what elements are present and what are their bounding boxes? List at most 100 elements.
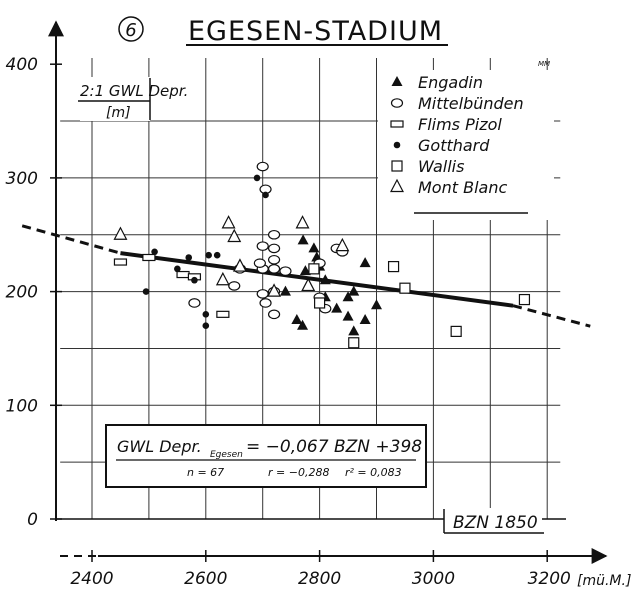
- point-gotthard: [202, 322, 210, 330]
- point-flims-pizol: [113, 258, 128, 266]
- point-engadin: [279, 285, 291, 296]
- svg-text:BZN 1850: BZN 1850: [453, 513, 538, 533]
- point-engadin: [371, 299, 382, 310]
- x-tick-label: 2600: [184, 569, 227, 589]
- point-mont-blanc: [215, 271, 230, 286]
- point-mont-blanc: [221, 215, 236, 229]
- point-gotthard: [253, 174, 261, 182]
- point-engadin: [359, 257, 371, 268]
- regression-dashed-left: [21, 224, 121, 255]
- point-gotthard: [191, 276, 198, 284]
- point-wallis: [348, 337, 360, 349]
- x-axis-unit: [mü.M.]: [577, 573, 631, 589]
- corner-mark: MM: [538, 60, 550, 68]
- point-wallis: [399, 282, 411, 294]
- point-gotthard: [262, 191, 269, 199]
- point-gotthard: [174, 265, 181, 273]
- tick-labels: 0 100 200 300 400 2400 2600 2800 3000 3200: [6, 55, 571, 589]
- point-mont-blanc: [295, 215, 310, 229]
- point-mittelb-nden: [267, 229, 281, 240]
- point-engadin: [308, 242, 320, 253]
- regression-dashed-right: [512, 304, 591, 328]
- y-tick-label: 300: [6, 169, 38, 189]
- point-flims-pizol: [142, 253, 156, 262]
- svg-text:6: 6: [125, 20, 136, 41]
- point-engadin: [348, 285, 360, 296]
- equation-lhs: GWL Depr.: [117, 437, 202, 456]
- legend-label-wallis: Wallis: [418, 157, 464, 176]
- point-engadin: [297, 319, 309, 330]
- point-engadin: [342, 291, 354, 302]
- legend-label-gotthard: Gotthard: [418, 136, 490, 155]
- svg-text:[m]: [m]: [106, 105, 131, 121]
- point-mittelb-nden: [279, 266, 292, 276]
- point-gotthard: [142, 288, 150, 295]
- point-mittelb-nden: [256, 161, 269, 172]
- y-tick-label: 200: [6, 283, 38, 303]
- point-gotthard: [213, 251, 221, 259]
- point-mittelb-nden: [256, 289, 269, 299]
- point-mont-blanc: [335, 237, 350, 252]
- point-engadin: [348, 325, 360, 336]
- y-tick-label: 100: [6, 396, 38, 416]
- point-flims-pizol: [176, 270, 190, 279]
- point-mont-blanc: [113, 226, 128, 240]
- point-mittelb-nden: [267, 309, 281, 320]
- x-axis-label: BZN 1850: [443, 508, 544, 534]
- y-tick-label: 400: [6, 55, 38, 75]
- x-tick-label: 2400: [70, 569, 113, 589]
- svg-text:2:1 GWL Depr.: 2:1 GWL Depr.: [80, 82, 188, 100]
- legend-marker-mittelb-nden: [390, 98, 404, 108]
- point-gotthard: [185, 254, 193, 261]
- point-mont-blanc: [227, 228, 242, 243]
- point-engadin: [359, 314, 371, 325]
- equation-r: r = −0,288: [268, 466, 329, 479]
- point-gotthard: [151, 248, 158, 256]
- x-tick-label: 3000: [412, 569, 455, 589]
- regression-solid: [120, 251, 514, 308]
- chart-title: EGESEN-STADIUM: [188, 16, 443, 47]
- point-engadin: [342, 310, 354, 321]
- point-wallis: [387, 260, 400, 273]
- point-mittelb-nden: [259, 298, 272, 308]
- point-engadin: [291, 314, 303, 325]
- point-wallis: [314, 297, 326, 309]
- legend-marker-gotthard: [393, 141, 401, 149]
- x-tick-label: 3200: [528, 569, 571, 589]
- point-mont-blanc: [232, 258, 247, 272]
- point-mittelb-nden: [228, 281, 241, 291]
- point-engadin: [297, 234, 309, 245]
- point-mittelb-nden: [188, 298, 201, 308]
- point-mont-blanc: [267, 283, 282, 297]
- legend-marker-engadin: [391, 76, 403, 86]
- panel-number: 6: [118, 16, 144, 42]
- y-axis-label: 2:1 GWL Depr. [m]: [78, 77, 188, 121]
- x-tick-label: 2800: [298, 569, 341, 589]
- legend-label-engadin: Engadin: [418, 73, 483, 92]
- legend-marker-flims-pizol: [390, 120, 404, 128]
- point-mittelb-nden: [267, 264, 281, 274]
- equation-box: GWL Depr. Egesen = −0,067 BZN +398 n = 6…: [105, 424, 427, 488]
- point-engadin: [319, 274, 331, 285]
- point-wallis: [450, 325, 462, 337]
- legend-marker-wallis: [391, 160, 403, 172]
- point-mittelb-nden: [256, 241, 269, 251]
- point-mittelb-nden: [267, 254, 281, 265]
- equation-n: n = 67: [187, 466, 224, 479]
- point-wallis: [518, 293, 531, 306]
- point-engadin: [299, 265, 311, 276]
- point-gotthard: [202, 311, 210, 318]
- equation-rhs: = −0,067 BZN +398: [246, 437, 422, 457]
- point-mittelb-nden: [267, 243, 281, 254]
- legend: Engadin Mittelbünden Flims Pizol Gotthard Wa…: [378, 70, 554, 220]
- point-gotthard: [205, 251, 212, 259]
- data-points: [113, 161, 531, 349]
- regression-line: [21, 224, 591, 328]
- point-mittelb-nden: [253, 258, 266, 268]
- point-wallis: [308, 263, 320, 275]
- point-flims-pizol: [216, 310, 230, 318]
- equation-r2: r² = 0,083: [345, 466, 402, 479]
- point-engadin: [331, 302, 343, 313]
- legend-marker-mont-blanc: [390, 178, 404, 193]
